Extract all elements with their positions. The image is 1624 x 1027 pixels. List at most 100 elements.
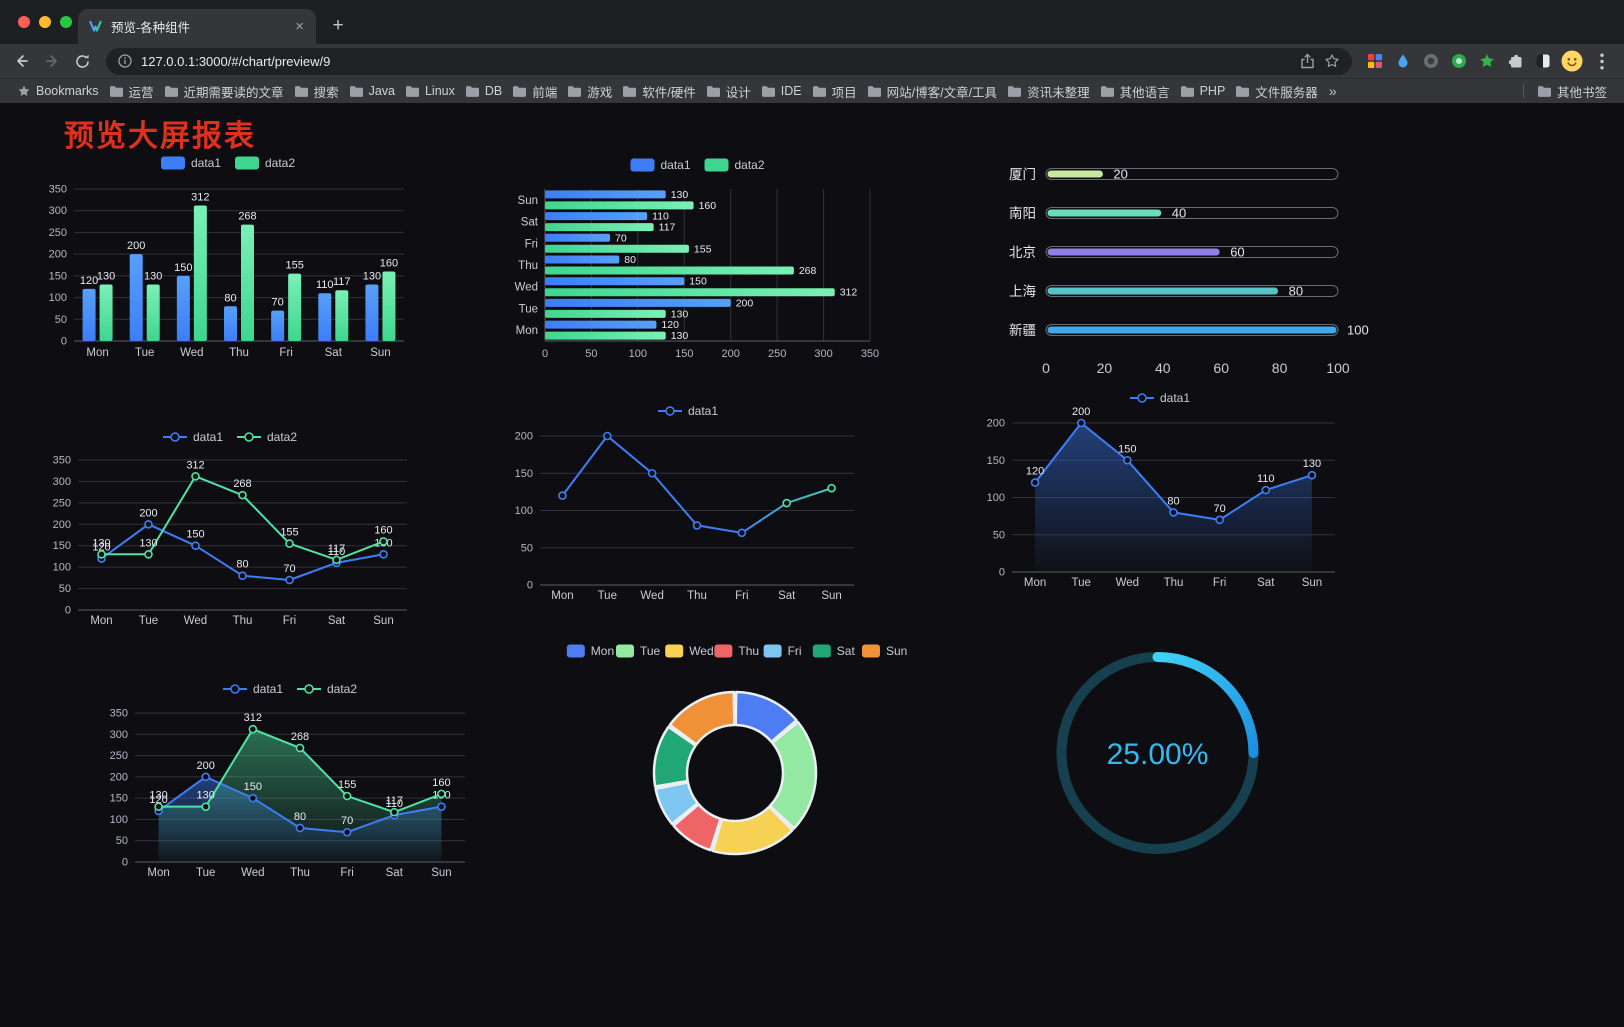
svg-text:200: 200 <box>1072 406 1090 418</box>
svg-text:0: 0 <box>65 605 71 617</box>
browser-toolbar: 127.0.0.1:3000/#/chart/preview/9 <box>0 44 1624 78</box>
svg-text:Thu: Thu <box>229 347 249 359</box>
svg-text:50: 50 <box>993 529 1005 541</box>
tab-close-icon[interactable]: × <box>295 18 304 35</box>
new-tab-button[interactable]: + <box>332 15 344 36</box>
svg-text:350: 350 <box>49 184 67 196</box>
site-info-icon[interactable] <box>118 54 132 68</box>
extension-green-circle-icon[interactable] <box>1446 48 1472 74</box>
svg-text:100: 100 <box>1347 323 1369 338</box>
svg-text:100: 100 <box>987 492 1005 504</box>
svg-text:110: 110 <box>1257 473 1275 485</box>
bookmark-folder-label: 项目 <box>831 85 857 100</box>
svg-text:200: 200 <box>53 519 71 531</box>
browser-tab[interactable]: 预览-各种组件 × <box>78 9 316 44</box>
bookmark-folder-5[interactable]: Linux <box>400 82 460 100</box>
bookmark-folder-label: Linux <box>424 84 455 98</box>
bookmark-folder-4[interactable]: Java <box>344 82 400 100</box>
svg-text:Fri: Fri <box>525 238 538 250</box>
bookmarks-overflow-chevron[interactable]: » <box>1328 83 1337 99</box>
extension-dark-circle-icon[interactable] <box>1418 48 1444 74</box>
svg-text:130: 130 <box>671 330 689 342</box>
address-bar[interactable]: 127.0.0.1:3000/#/chart/preview/9 <box>106 47 1352 75</box>
bookmark-folder-14[interactable]: 资讯未整理 <box>1002 80 1095 103</box>
horizontal-bar-chart[interactable]: data1 data2 0 50 100 150 200 250 300 350 Sun 130 160… <box>505 149 890 371</box>
folder-icon <box>465 85 480 98</box>
bookmark-folder-9[interactable]: 软件/硬件 <box>617 80 700 103</box>
kebab-menu-icon[interactable] <box>1588 47 1616 75</box>
svg-text:Fri: Fri <box>735 590 748 602</box>
area-line-chart[interactable]: data1 0 50 100 150 200 Mon Tue Wed Thu Fri Sat Sun 12… <box>975 387 1345 602</box>
back-button[interactable] <box>8 47 36 75</box>
svg-text:Tue: Tue <box>519 303 538 315</box>
bookmark-folder-15[interactable]: 其他语言 <box>1095 80 1175 103</box>
svg-text:100: 100 <box>1326 360 1350 376</box>
extension-green-star-icon[interactable] <box>1474 48 1500 74</box>
bookmark-folder-6[interactable]: DB <box>460 82 507 100</box>
donut-chart[interactable]: Mon Tue Wed Thu Fri Sat Sun <box>540 635 930 875</box>
bookmark-folder-17[interactable]: 文件服务器 <box>1230 80 1323 103</box>
close-window-button[interactable] <box>18 16 30 28</box>
svg-text:Mon: Mon <box>1024 577 1046 589</box>
svg-text:Fri: Fri <box>279 347 292 359</box>
svg-text:Wed: Wed <box>180 347 203 359</box>
bookmark-folder-7[interactable]: 前端 <box>507 80 562 103</box>
bookmark-folder-12[interactable]: 项目 <box>807 80 862 103</box>
bookmark-folder-11[interactable]: IDE <box>756 82 807 100</box>
svg-text:0: 0 <box>1042 360 1050 376</box>
two-series-area-chart[interactable]: data1 data2 0 50 100 150 200 250 300 350 Mon Tue Wed… <box>105 677 475 892</box>
svg-text:Sat: Sat <box>778 590 796 602</box>
svg-text:Mon: Mon <box>86 347 108 359</box>
reload-button[interactable] <box>68 47 96 75</box>
bookmark-folder-13[interactable]: 网站/博客/文章/工具 <box>862 80 1002 103</box>
share-icon[interactable] <box>1300 53 1315 69</box>
tab-title: 预览-各种组件 <box>111 21 191 35</box>
svg-text:80: 80 <box>1167 495 1179 507</box>
bookmark-folder-label: 文件服务器 <box>1255 85 1318 100</box>
grouped-bar-chart[interactable]: data1 data2 0 50 100 150 200 250 300 350 Mon Tue Wed… <box>38 147 418 367</box>
zoom-window-button[interactable] <box>60 16 72 28</box>
bookmark-folder-label: 运营 <box>128 85 154 100</box>
minimize-window-button[interactable] <box>39 16 51 28</box>
svg-text:Sun: Sun <box>1302 577 1322 589</box>
bookmark-folder-2[interactable]: 近期需要读的文章 <box>159 80 289 103</box>
svg-text:160: 160 <box>374 524 392 536</box>
extension-grid-icon[interactable] <box>1362 48 1388 74</box>
dark-light-toggle-icon[interactable] <box>1530 48 1556 74</box>
bookmark-star-icon[interactable] <box>1324 53 1340 69</box>
forward-button[interactable] <box>38 47 66 75</box>
extension-blue-drop-icon[interactable] <box>1390 48 1416 74</box>
bookmark-folder-16[interactable]: PHP <box>1175 82 1231 100</box>
tab-favicon-icon <box>88 19 103 34</box>
bookmark-folder-8[interactable]: 游戏 <box>562 80 617 103</box>
gauge-chart[interactable]: 25.00% <box>1030 641 1285 871</box>
folder-icon <box>812 85 827 98</box>
profile-avatar[interactable] <box>1558 47 1586 75</box>
svg-text:155: 155 <box>694 243 712 255</box>
two-series-line-chart[interactable]: data1 data2 0 50 100 150 200 250 300 350 Mon Tue Wed… <box>45 428 415 643</box>
folder-icon <box>622 85 637 98</box>
svg-text:160: 160 <box>699 200 717 212</box>
svg-text:Thu: Thu <box>233 615 253 627</box>
bookmarks-button[interactable]: Bookmarks <box>12 82 104 100</box>
bookmark-folder-3[interactable]: 搜索 <box>289 80 344 103</box>
svg-text:Sat: Sat <box>328 615 346 627</box>
folder-icon <box>349 85 364 98</box>
progress-bar-chart[interactable]: 厦门 20 南阳 40 北京 60 上海 80 新疆 100 0 20 40 60 80 100 <box>1002 153 1402 393</box>
svg-text:100: 100 <box>49 292 67 304</box>
other-bookmarks-button[interactable]: 其他书签 <box>1532 80 1612 103</box>
svg-text:80: 80 <box>1289 284 1303 299</box>
bookmark-folder-label: 设计 <box>725 85 751 100</box>
single-line-chart[interactable]: data1 0 50 100 150 200 Mon Tue Wed Thu Fri Sat Sun <box>508 400 868 615</box>
svg-text:0: 0 <box>527 580 533 592</box>
svg-text:130: 130 <box>144 271 162 283</box>
svg-text:155: 155 <box>285 260 303 272</box>
bookmark-folder-1[interactable]: 运营 <box>104 80 159 103</box>
svg-text:80: 80 <box>1272 360 1288 376</box>
svg-text:200: 200 <box>722 348 740 360</box>
svg-text:Sat: Sat <box>1257 577 1275 589</box>
bookmarks-divider <box>1522 84 1524 98</box>
bookmark-folder-10[interactable]: 设计 <box>701 80 756 103</box>
folder-icon <box>1180 85 1195 98</box>
puzzle-icon[interactable] <box>1502 48 1528 74</box>
